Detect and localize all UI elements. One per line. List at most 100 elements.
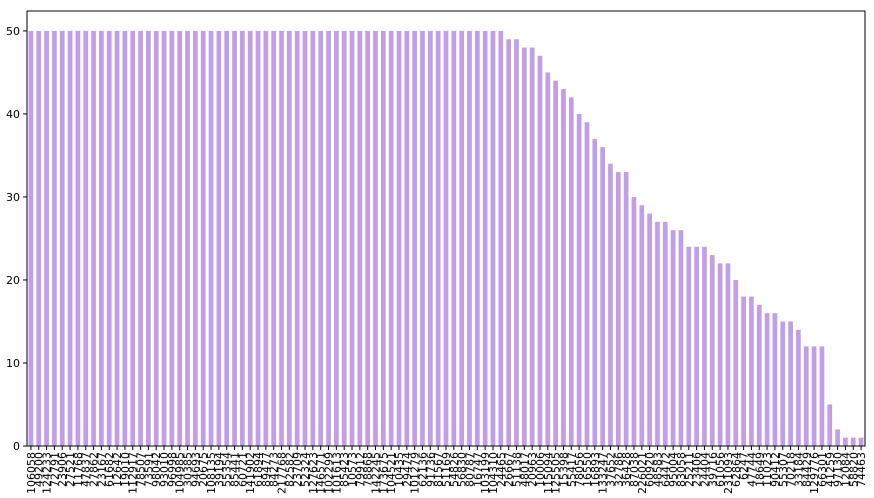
bar xyxy=(514,39,519,446)
bar xyxy=(255,30,261,446)
bar xyxy=(388,30,394,446)
x-tick-label: 62864 xyxy=(730,452,743,487)
bar xyxy=(647,213,652,446)
x-tick-label: 173675 xyxy=(377,452,390,494)
bar xyxy=(709,255,715,446)
bar xyxy=(561,89,566,446)
x-tick-label: 55307 xyxy=(777,452,790,487)
x-tick-label: 60721 xyxy=(236,452,249,487)
x-tick-label: 32786 xyxy=(612,452,625,487)
bar xyxy=(592,138,598,446)
bar xyxy=(287,30,292,446)
bar xyxy=(106,30,112,446)
x-tick-label: 79912 xyxy=(354,452,367,487)
y-tick-label: 50 xyxy=(6,25,20,38)
bar xyxy=(835,429,840,446)
bar xyxy=(670,230,676,446)
x-tick-label: 101613 xyxy=(330,452,343,494)
x-tick-label: 51169 xyxy=(440,452,453,487)
bar xyxy=(52,30,57,446)
x-tick-label: 10435 xyxy=(393,452,406,487)
bar xyxy=(177,30,183,446)
bar xyxy=(662,221,668,446)
x-tick-label: 83058 xyxy=(675,452,688,487)
x-tick-label: 66301 xyxy=(816,452,829,487)
x-tick-label: 10573 xyxy=(346,452,359,487)
y-tick-label: 20 xyxy=(6,274,20,287)
x-tick-label: 115094 xyxy=(542,452,555,494)
bar xyxy=(404,30,410,446)
bar xyxy=(334,30,339,446)
bar xyxy=(138,30,143,446)
bar xyxy=(365,30,371,446)
x-tick-label: 19010 xyxy=(119,452,132,487)
x-tick-label: 102299 xyxy=(323,452,336,494)
y-tick-label: 10 xyxy=(6,357,20,370)
x-tick-label: 23709 xyxy=(291,452,304,487)
bar xyxy=(608,163,613,446)
bar xyxy=(208,30,214,446)
plot-frame xyxy=(26,10,866,447)
x-tick-label: 64472 xyxy=(659,452,672,487)
bar xyxy=(427,30,433,446)
bar xyxy=(521,47,527,446)
bar xyxy=(827,404,833,446)
bar xyxy=(631,196,637,446)
bar xyxy=(122,30,128,446)
x-tick-label: 129776 xyxy=(808,452,821,494)
bar xyxy=(302,30,308,446)
x-tick-label: 226021 xyxy=(636,452,649,494)
x-tick-label: 39716 xyxy=(706,452,719,487)
x-tick-label: 20675 xyxy=(197,452,210,487)
x-tick-label: 142245 xyxy=(370,452,383,494)
x-tick-label: 104521 xyxy=(385,452,398,494)
x-tick-label: 29474 xyxy=(401,452,414,487)
x-tick-label: 104310 xyxy=(487,452,500,494)
bar xyxy=(451,30,457,446)
x-tick-label: 80787 xyxy=(463,452,476,487)
bar xyxy=(161,30,167,446)
bar xyxy=(271,30,277,446)
x-tick-label: 10006 xyxy=(534,452,547,487)
bar xyxy=(639,205,645,446)
x-tick-label: 133247 xyxy=(597,452,610,494)
x-tick-label: 11023 xyxy=(761,452,774,487)
bar xyxy=(99,30,104,446)
x-tick-label: 74463 xyxy=(855,452,868,487)
bar xyxy=(694,246,699,446)
bar xyxy=(772,313,778,446)
bar xyxy=(91,30,96,446)
bar xyxy=(357,30,363,446)
x-tick-label: 217768 xyxy=(276,452,289,494)
bar xyxy=(858,437,864,446)
x-tick-label: 41259 xyxy=(824,452,837,487)
bar xyxy=(702,246,707,446)
x-tick-label: 20963 xyxy=(526,452,539,487)
x-tick-label: 37652 xyxy=(604,452,617,487)
x-tick-label: 90412 xyxy=(769,452,782,487)
bar xyxy=(75,30,81,446)
x-tick-label: 33184 xyxy=(792,452,805,487)
bar xyxy=(717,263,723,446)
bar xyxy=(380,30,386,446)
bar xyxy=(216,30,222,446)
bar xyxy=(169,30,175,446)
x-tick-label: 97130 xyxy=(832,452,845,487)
x-tick-label: 146571 xyxy=(315,452,328,494)
x-tick-label: 36428 xyxy=(620,452,633,487)
x-tick-label: 106058 xyxy=(25,452,38,494)
bar xyxy=(725,263,731,446)
x-tick-label: 56830 xyxy=(456,452,469,487)
bar xyxy=(224,30,230,446)
x-tick-label: 95004 xyxy=(667,452,680,487)
x-tick-label: 72791 xyxy=(48,452,61,487)
x-tick-label: 23167 xyxy=(95,452,108,487)
bar xyxy=(114,30,120,446)
x-tick-label: 103199 xyxy=(479,452,492,494)
bar xyxy=(733,279,739,446)
bar xyxy=(349,30,355,446)
x-tick-label: 15398 xyxy=(557,452,570,487)
x-tick-label: 98042 xyxy=(150,452,163,487)
x-tick-label: 127623 xyxy=(307,452,320,494)
x-tick-label: 87038 xyxy=(628,452,641,487)
